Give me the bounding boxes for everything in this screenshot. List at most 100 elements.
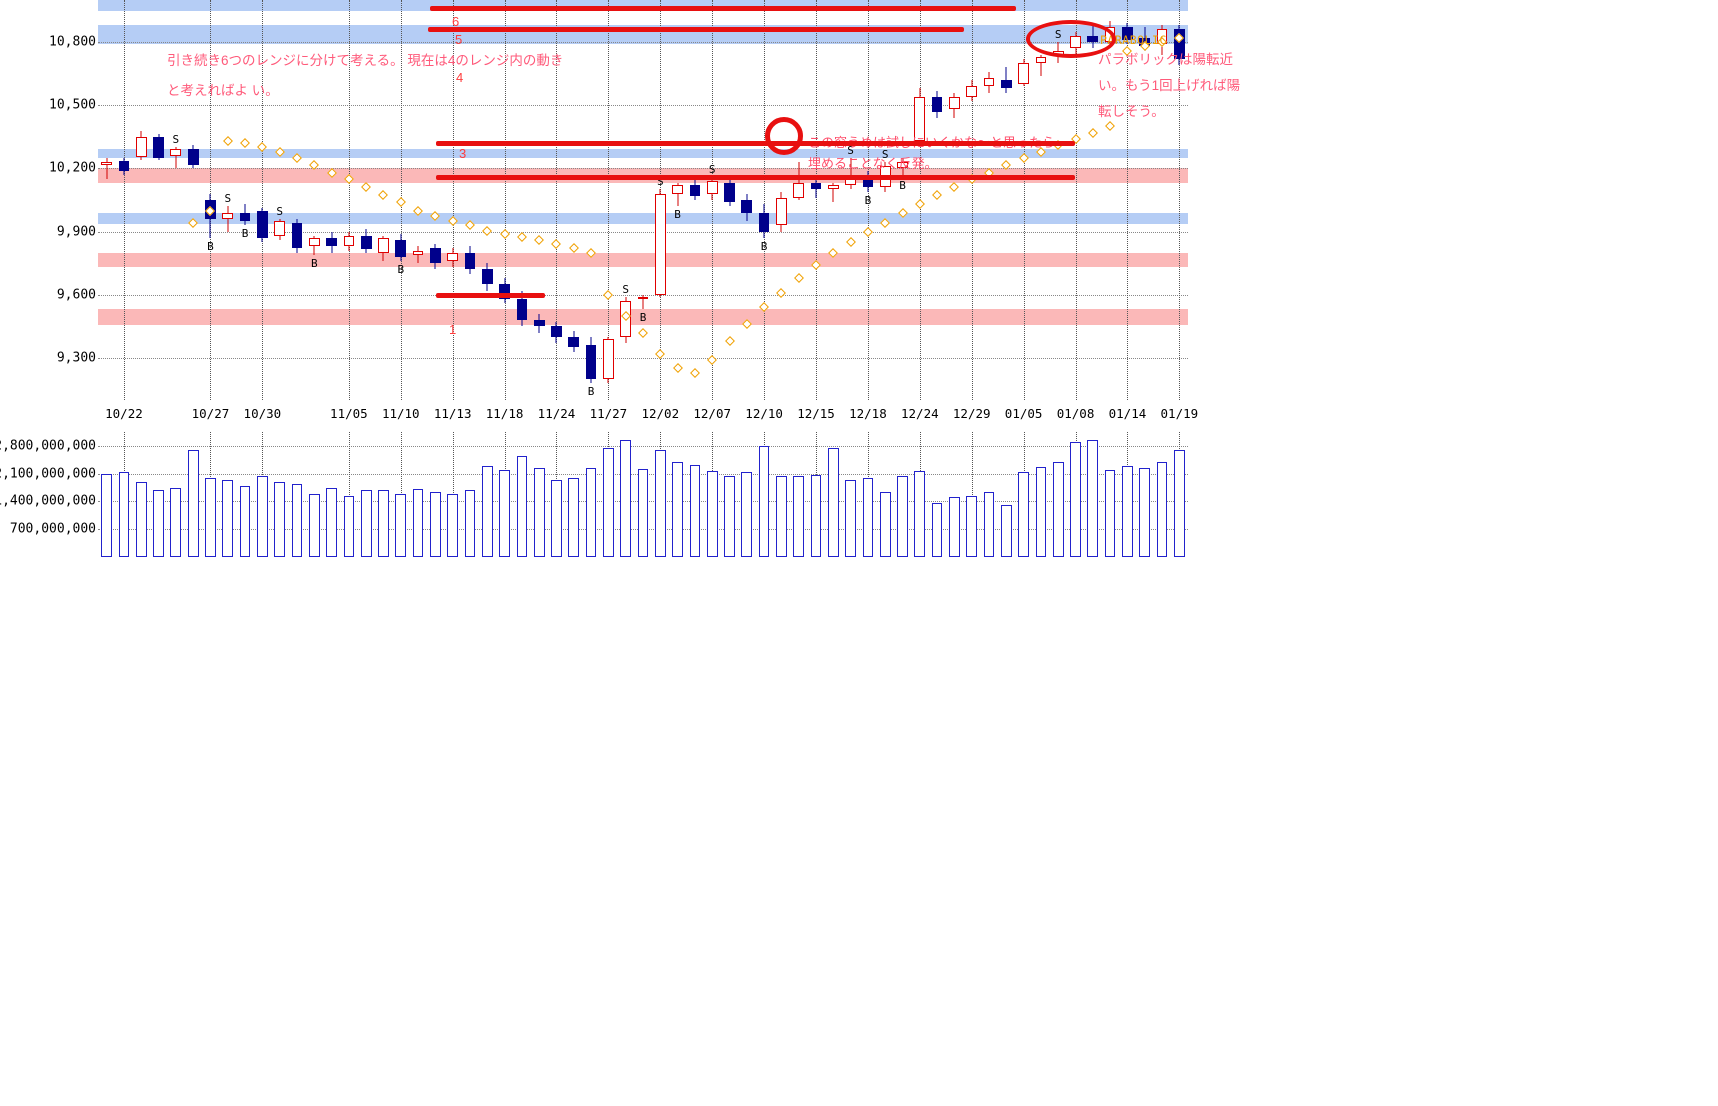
date-axis-tick: 11/13 xyxy=(433,406,472,421)
candle xyxy=(274,0,286,400)
range-number-3: 3 xyxy=(459,146,467,161)
candle-body xyxy=(897,162,908,169)
price-zone-blue-zone-mid xyxy=(98,149,1188,158)
candle xyxy=(845,0,856,400)
volume-bar xyxy=(568,478,580,557)
volume-bar xyxy=(949,497,960,557)
candle-body xyxy=(1018,63,1029,85)
candle xyxy=(603,0,614,400)
candle xyxy=(447,0,459,400)
volume-bar xyxy=(706,470,718,557)
candle xyxy=(360,0,372,400)
candle-body xyxy=(741,200,753,213)
date-gridline xyxy=(816,0,818,400)
volume-bar xyxy=(1087,439,1099,557)
candle-body xyxy=(724,183,735,203)
signal-marker-b: B xyxy=(207,239,214,253)
candle xyxy=(516,0,528,400)
date-axis-tick: 12/18 xyxy=(849,406,887,421)
price-zone-pink-zone-bottom xyxy=(98,309,1188,326)
volume-bar xyxy=(308,493,320,557)
date-gridline xyxy=(608,0,610,400)
candle-body xyxy=(499,284,510,299)
candle xyxy=(101,0,112,400)
volume-bar xyxy=(343,495,355,557)
price-axis-tick: 9,600 xyxy=(56,287,96,303)
price-zone-pink-zone-lower xyxy=(98,252,1188,268)
volume-bar xyxy=(1173,449,1185,557)
candle xyxy=(827,0,839,400)
volume-bar xyxy=(187,449,199,557)
volume-bar xyxy=(412,488,424,557)
date-axis-tick: 01/08 xyxy=(1056,406,1095,421)
price-zone-blue-zone-top xyxy=(98,0,1188,11)
date-axis-tick: 10/30 xyxy=(243,406,282,421)
candle-body xyxy=(153,136,164,158)
candle-body xyxy=(568,336,580,348)
candle-body xyxy=(412,250,424,255)
date-axis-tick: 10/27 xyxy=(191,406,230,421)
candle xyxy=(430,0,441,400)
candle-body xyxy=(983,77,995,87)
signal-marker-b: B xyxy=(310,256,318,270)
candle-body xyxy=(827,185,839,190)
candle xyxy=(741,0,753,400)
candle-body xyxy=(845,178,856,186)
date-gridline xyxy=(504,0,506,400)
date-axis-tick: 12/02 xyxy=(641,406,680,421)
volume-bar xyxy=(516,455,528,557)
signal-marker-b: B xyxy=(639,311,647,325)
candle-body xyxy=(914,96,926,142)
candlestick-chart: 10,800 10,500 10,200 9,900 9,600 9,300 S B S B S B… xyxy=(0,0,1271,560)
candle xyxy=(1018,0,1029,400)
candle-wick xyxy=(175,147,177,169)
candle xyxy=(135,0,147,400)
candle-wick xyxy=(642,294,644,310)
candle xyxy=(533,0,545,400)
candle-body xyxy=(1000,80,1012,89)
candle xyxy=(308,0,320,400)
volume-bar xyxy=(239,485,251,557)
candle-body xyxy=(118,161,130,171)
candle-body xyxy=(1173,29,1185,59)
candle xyxy=(412,0,424,400)
volume-axis-tick: 700,000,000 xyxy=(9,521,96,537)
price-axis-tick: 10,500 xyxy=(49,97,96,113)
price-axis-tick: 10,800 xyxy=(49,34,96,50)
candle xyxy=(378,0,389,400)
signal-marker-s: S xyxy=(847,143,854,157)
volume-bar xyxy=(1122,465,1133,557)
candle-body xyxy=(187,149,199,166)
date-gridline xyxy=(556,0,558,400)
date-axis-tick: 12/15 xyxy=(797,406,835,421)
candle-body xyxy=(672,185,683,194)
volume-bar xyxy=(395,493,407,557)
annotation-right-note: パラボリックは陽転近 い。もう1回上げれば陽 転しそう。 xyxy=(1098,52,1241,119)
candle xyxy=(637,0,649,400)
volume-gridline xyxy=(98,445,1188,447)
trendline-5 xyxy=(428,27,964,33)
candle xyxy=(1035,0,1047,400)
candle xyxy=(464,0,476,400)
volume-bar xyxy=(118,472,130,557)
candle xyxy=(966,0,978,400)
volume-date-gridline xyxy=(348,432,350,557)
candle-body xyxy=(481,269,493,285)
volume-bar xyxy=(326,487,337,557)
candle xyxy=(170,0,182,400)
price-gridline xyxy=(98,42,1188,44)
psar-highlight-ellipse xyxy=(1026,20,1116,58)
date-gridline xyxy=(1023,0,1025,400)
trendline-6 xyxy=(430,6,1016,12)
candle xyxy=(1173,0,1185,400)
volume-bar xyxy=(741,472,753,557)
candle-body xyxy=(706,181,718,194)
date-gridline xyxy=(123,0,125,400)
candle-body xyxy=(395,240,407,257)
candle-body xyxy=(135,136,147,157)
volume-bar xyxy=(724,475,735,557)
volume-bar xyxy=(430,491,441,557)
candle-body xyxy=(101,162,112,166)
candle xyxy=(585,0,597,400)
range-number-6: 6 xyxy=(452,14,460,29)
